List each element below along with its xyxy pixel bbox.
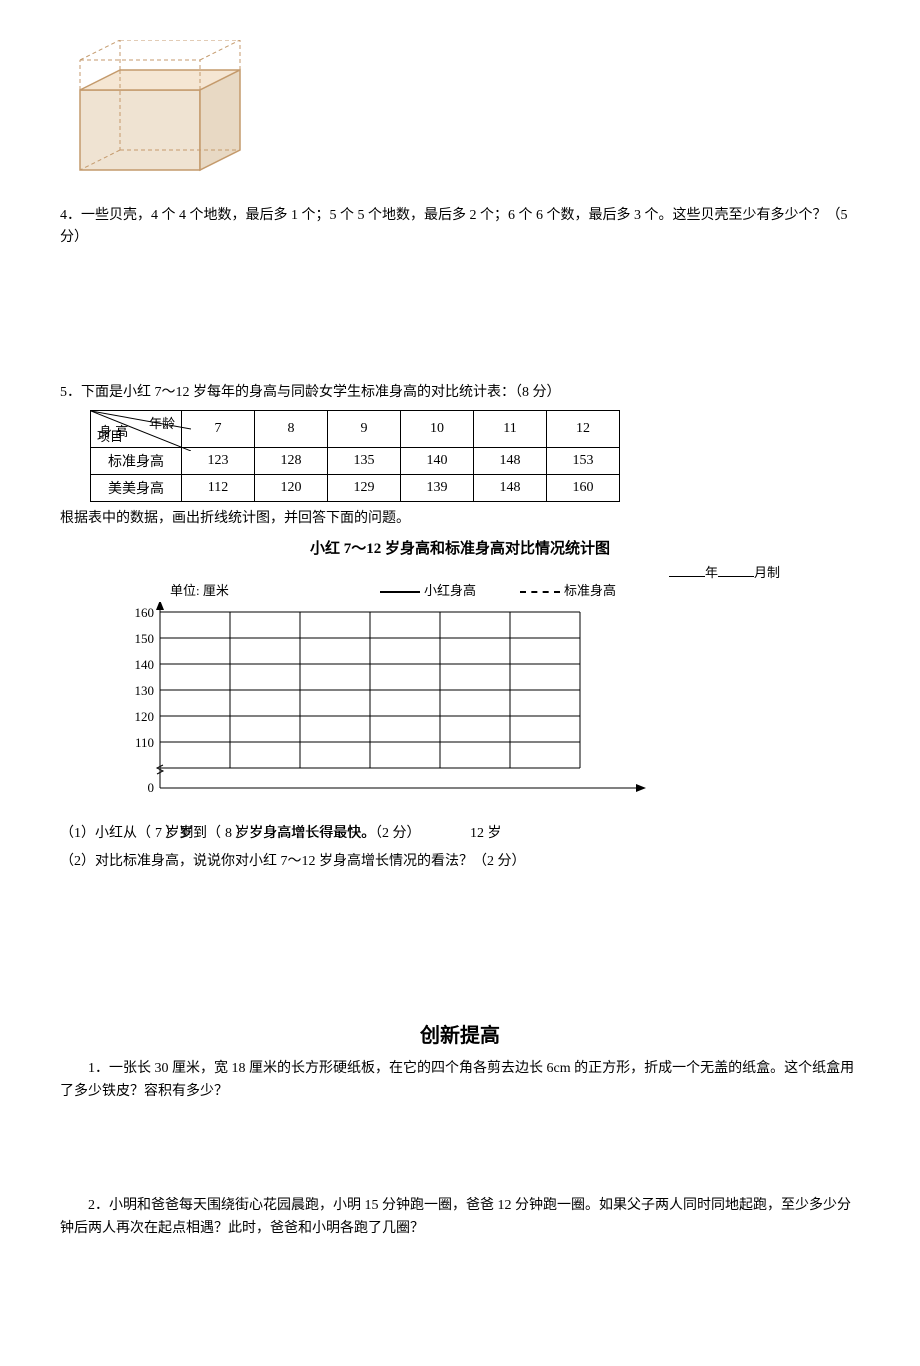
section-title: 创新提高 [60, 1019, 860, 1048]
svg-text:140: 140 [135, 657, 155, 672]
age-col: 9 [328, 411, 401, 448]
corner-bot: 项目 [97, 426, 123, 445]
question-5-intro: 5．下面是小红 7～12 岁每年的身高与同龄女学生标准身高的对比统计表：（8 分… [60, 382, 860, 404]
table-row: 标准身高 123 128 135 140 148 153 [91, 448, 620, 475]
chart-area: 年月制 单位: 厘米 小红身高 标准身高 160 150 140 130 120 110 0 [120, 562, 860, 817]
cxtg-q2: 2．小明和爸爸每天围绕街心花园晨跑，小明 15 分钟跑一圈，爸爸 12 分钟跑一… [60, 1195, 860, 1240]
overlay-a: 7 岁到 [155, 823, 194, 845]
chart-grid: 160 150 140 130 120 110 0 [120, 602, 680, 812]
age-col: 10 [401, 411, 474, 448]
cube-figure [60, 40, 860, 185]
table-row: 美美身高 112 120 129 139 148 160 [91, 475, 620, 502]
question-5-2: （2）对比标准身高，说说你对小红 7～12 岁身高增长情况的看法？（2 分） [60, 851, 860, 873]
svg-text:110: 110 [135, 735, 154, 750]
svg-text:0: 0 [148, 780, 155, 795]
legend-date: 年月制 [669, 562, 780, 581]
svg-text:130: 130 [135, 683, 155, 698]
age-col: 12 [547, 411, 620, 448]
question-5-1: （1）小红从（ ）岁到（ ）岁身高增长得最快。（2 分） 7 岁到 8 岁岁身高… [60, 823, 860, 845]
age-col: 8 [255, 411, 328, 448]
table-corner-cell: 年龄 身 高 项目 [91, 411, 182, 448]
overlay-b: 8 岁岁身高增长得最快。 [225, 823, 376, 845]
cxtg-q1: 1．一张长 30 厘米，宽 18 厘米的长方形硬纸板，在它的四个角各剪去边长 6… [60, 1058, 860, 1103]
row-label: 美美身高 [91, 475, 182, 502]
overlay-c: 12 岁 [470, 823, 502, 845]
svg-text:150: 150 [135, 631, 155, 646]
age-col: 11 [474, 411, 547, 448]
corner-top: 年龄 [149, 413, 175, 432]
legend-unit: 单位: 厘米 [170, 580, 229, 599]
chart-title: 小红 7～12 岁身高和标准身高对比情况统计图 [60, 537, 860, 558]
height-table: 年龄 身 高 项目 7 8 9 10 11 12 标准身高 123 128 13… [90, 410, 620, 502]
row-label: 标准身高 [91, 448, 182, 475]
age-col: 7 [182, 411, 255, 448]
question-4: 4．一些贝壳，4 个 4 个地数，最后多 1 个；5 个 5 个地数，最后多 2… [60, 205, 860, 250]
legend-standard: 标准身高 [520, 580, 616, 599]
svg-text:160: 160 [135, 605, 155, 620]
cube-svg [60, 40, 260, 180]
svg-text:120: 120 [135, 709, 155, 724]
after-table-text: 根据表中的数据，画出折线统计图，并回答下面的问题。 [60, 508, 860, 530]
legend-xiaohong: 小红身高 [380, 580, 476, 599]
